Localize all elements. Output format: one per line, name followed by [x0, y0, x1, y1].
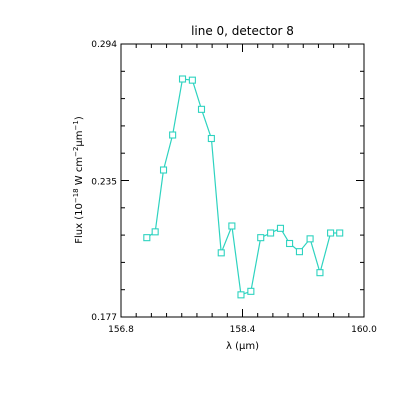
x-tick-label: 158.4 — [230, 325, 256, 335]
x-axis-label: λ (μm) — [226, 341, 259, 352]
tick-marks — [120, 43, 365, 318]
data-point — [336, 229, 344, 237]
y-tick-label: 0.235 — [91, 178, 117, 188]
data-point — [143, 234, 151, 242]
data-point — [159, 166, 168, 174]
y-tick-label: 0.294 — [91, 40, 117, 50]
data-point — [247, 287, 255, 295]
y-label-prefix: Flux (10 — [74, 203, 85, 244]
data-point — [217, 249, 225, 257]
data-point — [306, 235, 314, 243]
data-point — [178, 75, 187, 83]
data-point — [228, 222, 236, 230]
data-point — [169, 131, 177, 139]
data-point — [151, 228, 159, 236]
data-point — [316, 269, 324, 277]
data-point — [197, 105, 206, 113]
data-point — [276, 224, 285, 232]
series — [143, 75, 344, 299]
y-label-mid: W cm — [74, 157, 85, 188]
data-point — [237, 291, 245, 299]
y-label-exp1: −18 — [72, 188, 80, 203]
tick-labels: 156.8 158.4 160.0 0.294 0.235 0.177 — [91, 40, 377, 335]
y-label-suffix: ) — [74, 116, 85, 120]
data-point — [327, 229, 335, 237]
data-point — [286, 239, 294, 248]
y-label-unit: μm — [74, 130, 85, 146]
data-point — [257, 234, 265, 242]
x-tick-label: 156.8 — [108, 325, 134, 335]
x-tick-label: 160.0 — [351, 325, 377, 335]
data-point — [295, 248, 304, 256]
data-point — [267, 229, 275, 237]
y-label-exp3: −1 — [72, 120, 80, 130]
y-tick-label: 0.177 — [91, 313, 117, 323]
data-point — [207, 134, 215, 143]
plot-frame — [120, 43, 365, 318]
y-label-exp2: −2 — [72, 147, 80, 157]
y-axis-label: Flux (10−18 W cm−2μm−1) — [72, 116, 85, 244]
series-line — [146, 78, 340, 296]
data-point — [188, 76, 196, 84]
chart-title: line 0, detector 8 — [191, 24, 294, 38]
